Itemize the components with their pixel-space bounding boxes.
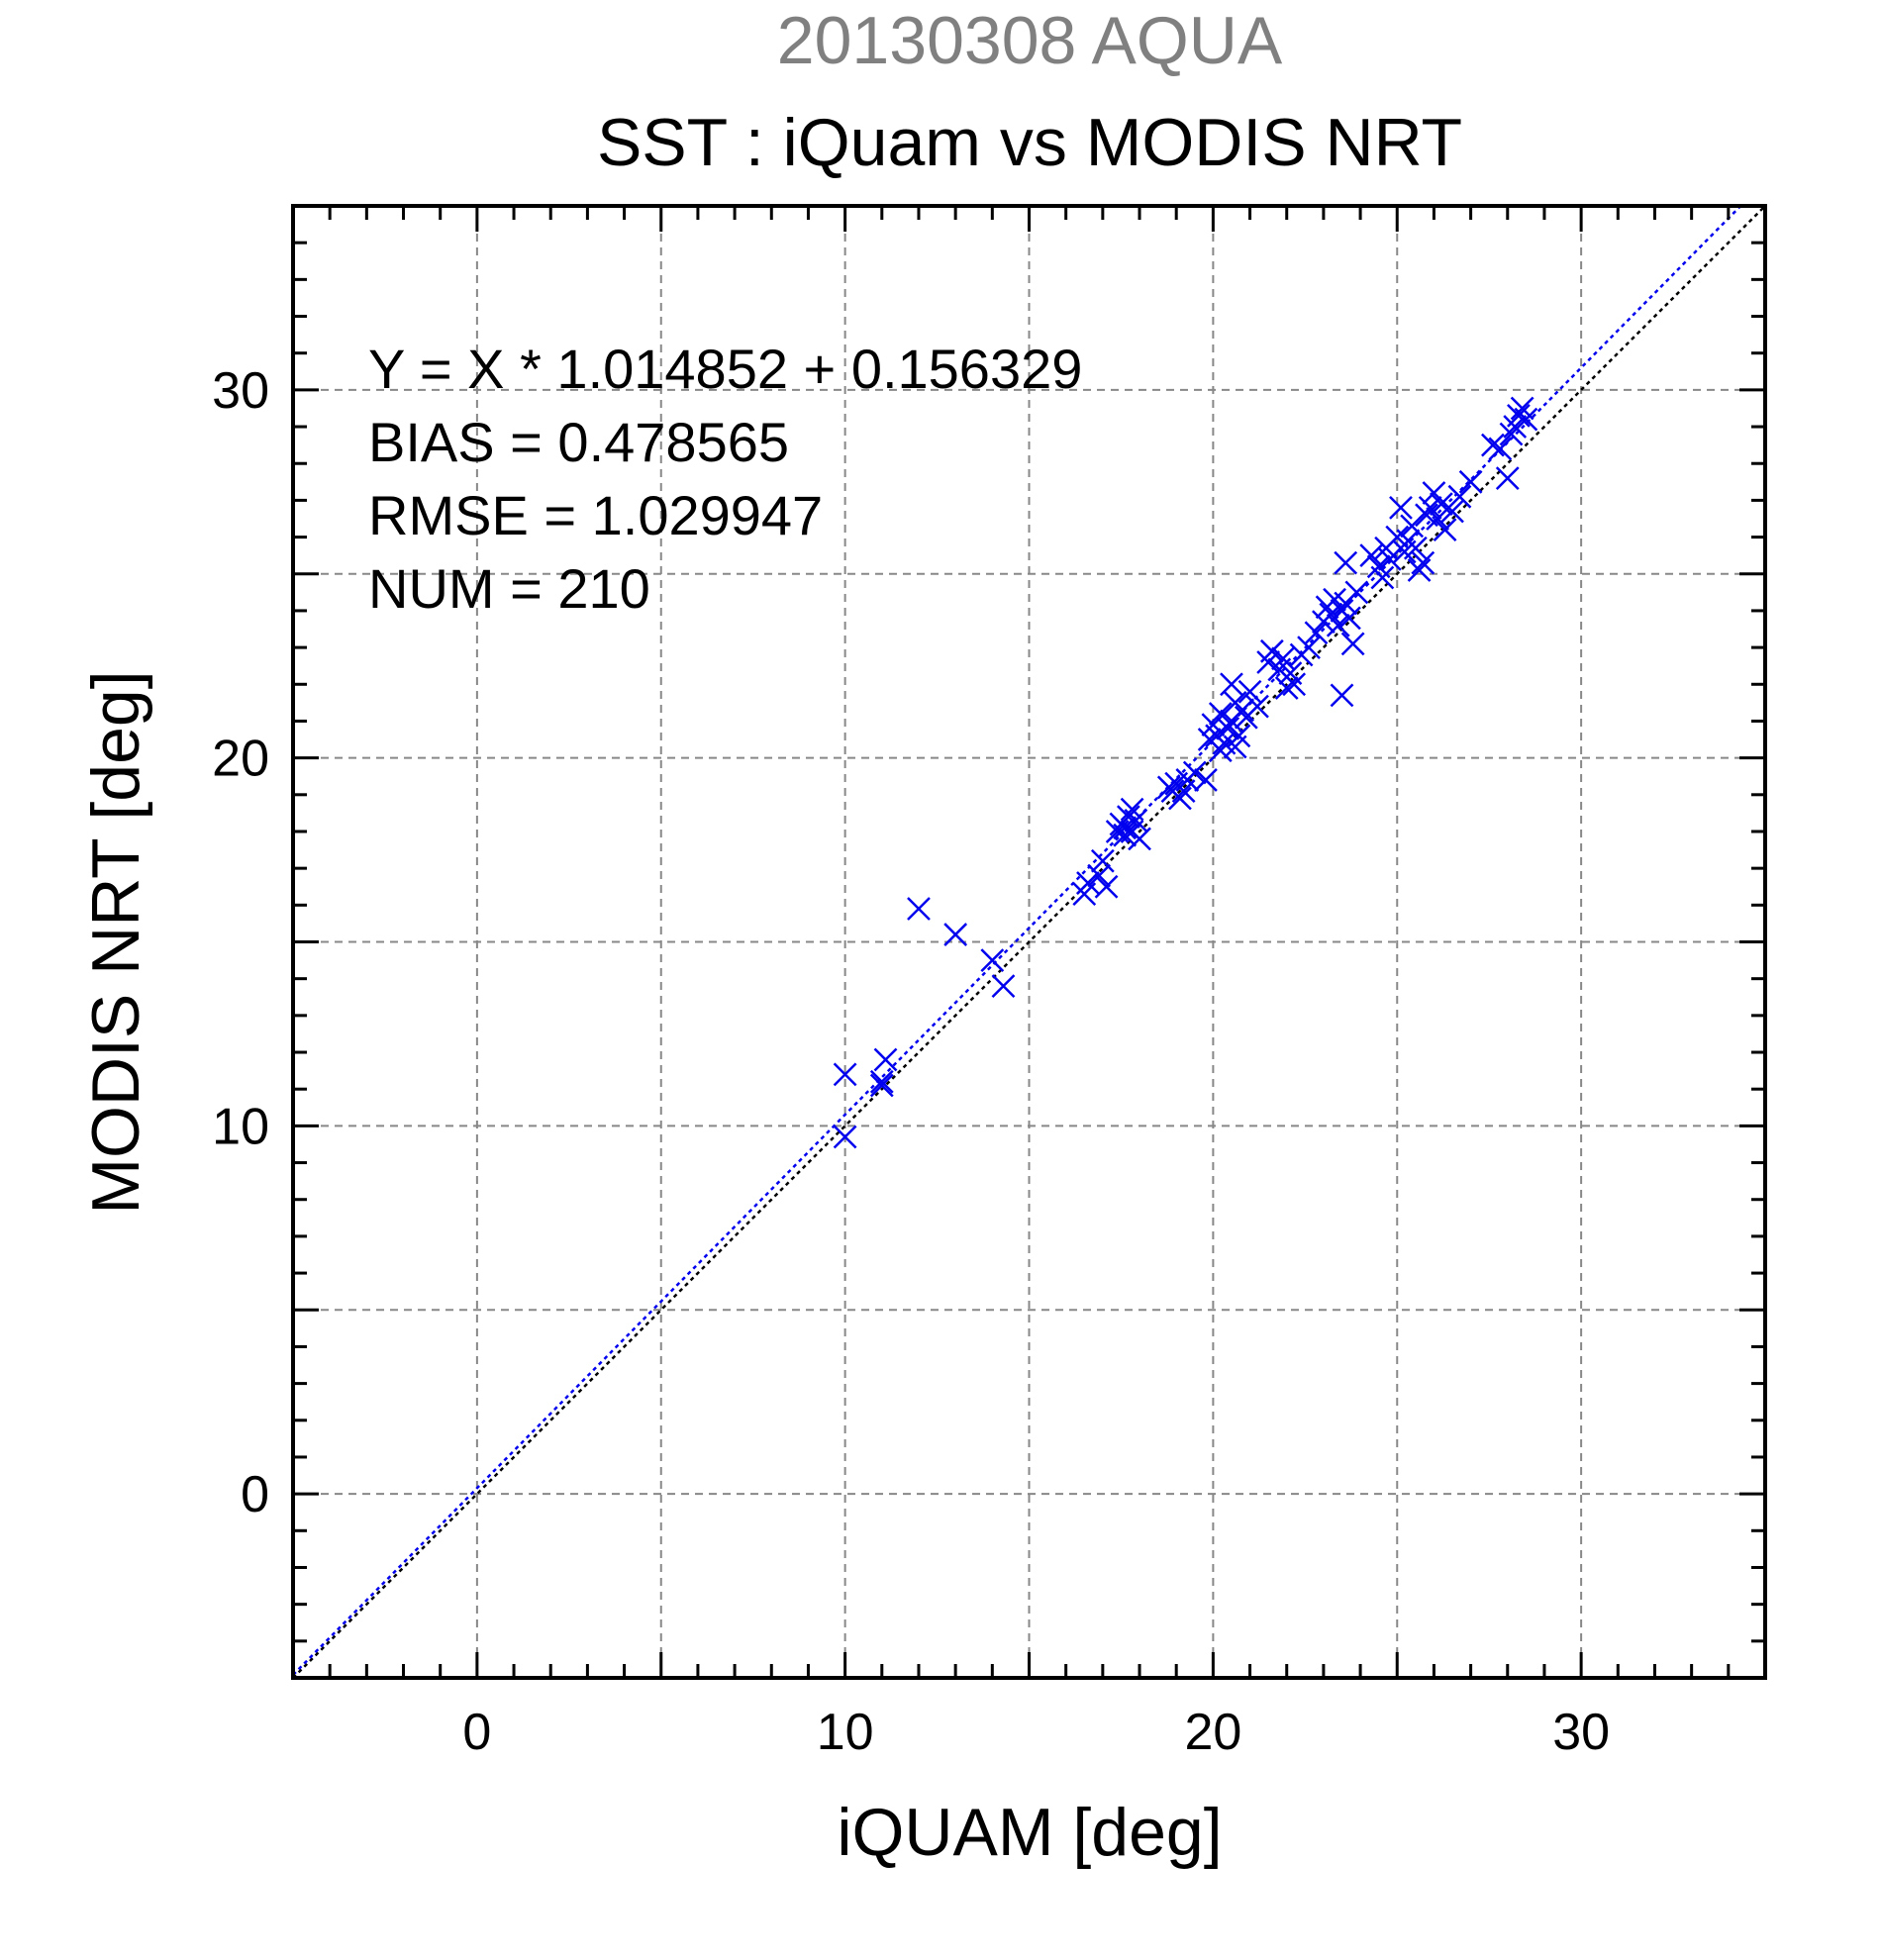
data-point — [1400, 514, 1425, 539]
data-point — [943, 923, 968, 946]
data-point — [833, 1125, 857, 1149]
regression-equation: Y = X * 1.014852 + 0.156329 — [368, 338, 1082, 400]
x-tick-label: 10 — [817, 1704, 874, 1761]
data-point — [1407, 558, 1432, 582]
data-point — [1433, 518, 1457, 542]
y-tick-label: 0 — [241, 1466, 269, 1523]
data-point — [1094, 874, 1119, 899]
y-tick-label: 30 — [212, 362, 269, 420]
plot-frame — [291, 204, 1767, 1680]
axis-ticks — [293, 206, 1765, 1678]
data-point — [1259, 638, 1284, 663]
data-point — [1440, 499, 1464, 524]
rmse-value: RMSE = 1.029947 — [368, 484, 823, 546]
data-point — [1238, 679, 1262, 704]
data-point — [1334, 550, 1358, 575]
x-tick-label: 30 — [1552, 1704, 1610, 1761]
statistics-annotation: Y = X * 1.014852 + 0.156329 BIAS = 0.478… — [368, 338, 1082, 620]
data-point — [1304, 621, 1329, 645]
data-point — [1297, 636, 1321, 659]
data-point — [1326, 613, 1350, 637]
data-point — [1429, 492, 1453, 517]
data-point — [1481, 433, 1505, 457]
data-point — [1447, 484, 1472, 509]
bias-value: BIAS = 0.478565 — [368, 411, 789, 473]
data-point — [1271, 646, 1295, 671]
data-point — [980, 948, 1005, 972]
data-point — [1340, 632, 1365, 656]
data-point — [1507, 404, 1531, 428]
data-point — [1182, 760, 1207, 785]
data-point — [1495, 466, 1520, 490]
x-tick-label: 0 — [462, 1704, 491, 1761]
x-axis-label: iQUAM [deg] — [837, 1795, 1222, 1870]
data-point — [1231, 698, 1254, 723]
chart-title: SST : iQuam vs MODIS NRT — [597, 105, 1462, 180]
data-point — [1514, 407, 1538, 432]
data-point — [833, 1062, 857, 1087]
data-point — [1087, 863, 1112, 888]
data-point — [1208, 738, 1233, 763]
data-point — [1488, 437, 1513, 461]
data-point — [1411, 550, 1436, 575]
data-point — [1370, 565, 1395, 590]
sample-count: NUM = 210 — [368, 557, 650, 620]
data-point — [1377, 546, 1402, 571]
data-point — [1090, 848, 1115, 873]
y-axis-label: MODIS NRT [deg] — [78, 670, 153, 1214]
data-point — [1220, 672, 1243, 697]
y-tick-labels: 0 10 20 30 — [212, 362, 269, 1523]
data-point — [1458, 469, 1483, 494]
data-point — [1389, 495, 1413, 520]
data-point — [1337, 606, 1361, 631]
x-tick-labels: 0 10 20 30 — [462, 1704, 1610, 1761]
data-point — [1330, 683, 1354, 708]
data-point — [1223, 735, 1247, 759]
data-point — [1076, 871, 1100, 895]
data-point — [1116, 805, 1140, 829]
data-point — [1168, 786, 1192, 811]
data-point — [991, 974, 1016, 998]
data-point — [1216, 717, 1240, 740]
data-point — [1403, 536, 1428, 560]
data-point — [1359, 543, 1384, 568]
data-points — [833, 396, 1538, 1149]
data-point — [1426, 507, 1450, 531]
x-tick-label: 20 — [1184, 1704, 1241, 1761]
data-point — [907, 897, 931, 921]
one-to-one-line — [292, 205, 1766, 1679]
data-point — [869, 1073, 894, 1098]
chart-supertitle: 20130308 AQUA — [777, 3, 1283, 78]
data-point — [873, 1047, 898, 1072]
data-point — [1274, 676, 1299, 700]
data-point — [1344, 580, 1369, 605]
y-tick-label: 20 — [212, 731, 269, 788]
y-tick-label: 10 — [212, 1098, 269, 1155]
data-point — [869, 1069, 894, 1094]
data-point — [1194, 768, 1218, 792]
data-point — [1422, 481, 1446, 505]
data-point — [1282, 672, 1307, 697]
data-point — [1128, 827, 1151, 851]
data-point — [1245, 694, 1269, 719]
data-point — [1208, 702, 1233, 726]
data-point — [1113, 823, 1138, 847]
data-point — [1120, 797, 1144, 822]
